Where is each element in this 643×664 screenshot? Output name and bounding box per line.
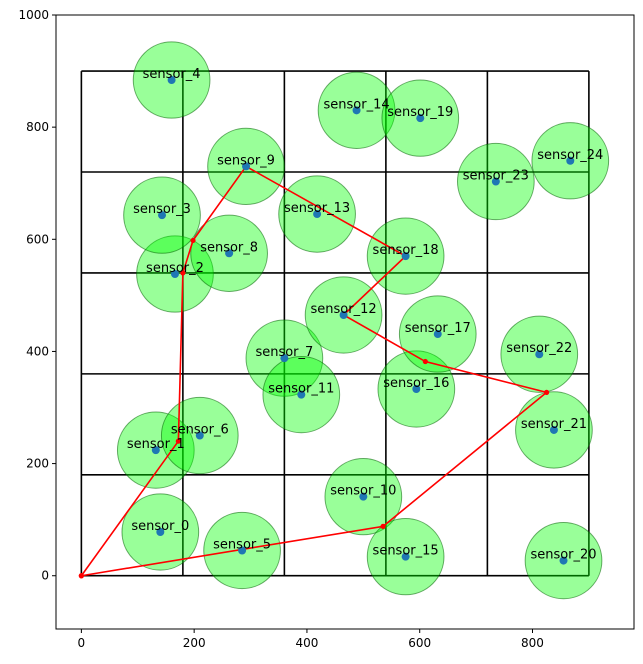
- sensor-label: sensor_21: [521, 417, 587, 432]
- coverage-circles: [116, 41, 610, 600]
- sensor-label: sensor_12: [311, 302, 377, 317]
- sensor-dot: [158, 211, 167, 220]
- sensor-dot: [167, 76, 176, 85]
- y-tick-label: 200: [26, 457, 49, 471]
- sensor-label: sensor_1: [127, 437, 185, 452]
- sensor-dot: [566, 156, 575, 165]
- sensor-dot: [352, 106, 361, 115]
- sensor-dot: [535, 350, 544, 359]
- sensor-label: sensor_13: [284, 201, 350, 216]
- sensor-dot: [313, 210, 322, 219]
- sensor-label: sensor_20: [530, 548, 596, 563]
- route-point: [78, 573, 84, 579]
- x-tick-label: 800: [521, 636, 544, 650]
- y-tick-label: 400: [26, 344, 49, 358]
- sensor-label: sensor_19: [387, 105, 453, 120]
- sensor-dot: [401, 552, 410, 561]
- sensor-label: sensor_7: [255, 345, 313, 360]
- sensor-dot: [549, 425, 558, 434]
- y-tick-label: 800: [26, 120, 49, 134]
- sensor-label: sensor_15: [373, 544, 439, 559]
- sensor-label: sensor_4: [143, 67, 201, 82]
- sensor-dot: [195, 431, 204, 440]
- x-tick-label: 600: [408, 636, 431, 650]
- sensor-label: sensor_18: [373, 243, 439, 258]
- sensor-dots: [151, 76, 575, 565]
- route-point: [543, 389, 550, 395]
- sensor-dot: [225, 249, 234, 258]
- sensor-label: sensor_0: [131, 519, 189, 534]
- sensor-dot: [238, 546, 247, 555]
- sensor-label: sensor_17: [405, 321, 471, 336]
- sensor-label: sensor_9: [217, 153, 275, 168]
- sensor-label: sensor_10: [330, 484, 396, 499]
- axes-frame: [55, 14, 635, 630]
- sensor-dot: [297, 390, 306, 399]
- y-tick-label: 1000: [18, 8, 49, 22]
- sensor-dot: [151, 446, 160, 455]
- route-point: [380, 523, 386, 529]
- sensor-label: sensor_5: [213, 537, 271, 552]
- x-tick-label: 400: [295, 636, 318, 650]
- sensor-label: sensor_2: [146, 261, 204, 276]
- sensor-dot: [170, 270, 179, 279]
- sensor-dot: [156, 527, 165, 536]
- sensor-dot: [401, 252, 410, 261]
- sensor-dot: [416, 114, 425, 123]
- route-point: [175, 438, 181, 444]
- sensor-labels: sensor_0 sensor_1 sensor_2 sensor_3 sensor_4…: [127, 67, 603, 563]
- sensor-label: sensor_11: [268, 382, 334, 397]
- sensor-dot: [491, 177, 500, 186]
- sensor-dot: [433, 330, 442, 339]
- sensor-dot: [242, 162, 251, 171]
- sensor-label: sensor_3: [133, 202, 191, 217]
- route-point: [180, 270, 186, 276]
- sensor-label: sensor_8: [200, 240, 258, 255]
- x-tick-label: 200: [183, 636, 206, 650]
- sensor-label: sensor_23: [463, 169, 529, 184]
- y-tick-label: 600: [26, 232, 49, 246]
- axes: 0 200 400 600 800 0 200 400 600 800 1000: [18, 8, 635, 650]
- sensor-dot: [339, 310, 348, 319]
- y-tick-label: 0: [41, 569, 49, 583]
- sensor-dot: [359, 492, 368, 501]
- route-point: [422, 358, 428, 365]
- sensor-dot: [559, 556, 568, 565]
- route-point: [190, 237, 196, 244]
- grid-cells: [80, 70, 590, 577]
- sensor-label: sensor_16: [383, 376, 449, 391]
- sensor-dot: [280, 354, 289, 363]
- sensor-dot: [412, 385, 421, 394]
- sensor-label: sensor_22: [506, 341, 572, 356]
- x-tick-label: 0: [78, 636, 86, 650]
- sensor-label: sensor_14: [323, 97, 389, 112]
- sensor-label: sensor_24: [537, 148, 603, 163]
- sensor-label: sensor_6: [171, 423, 229, 438]
